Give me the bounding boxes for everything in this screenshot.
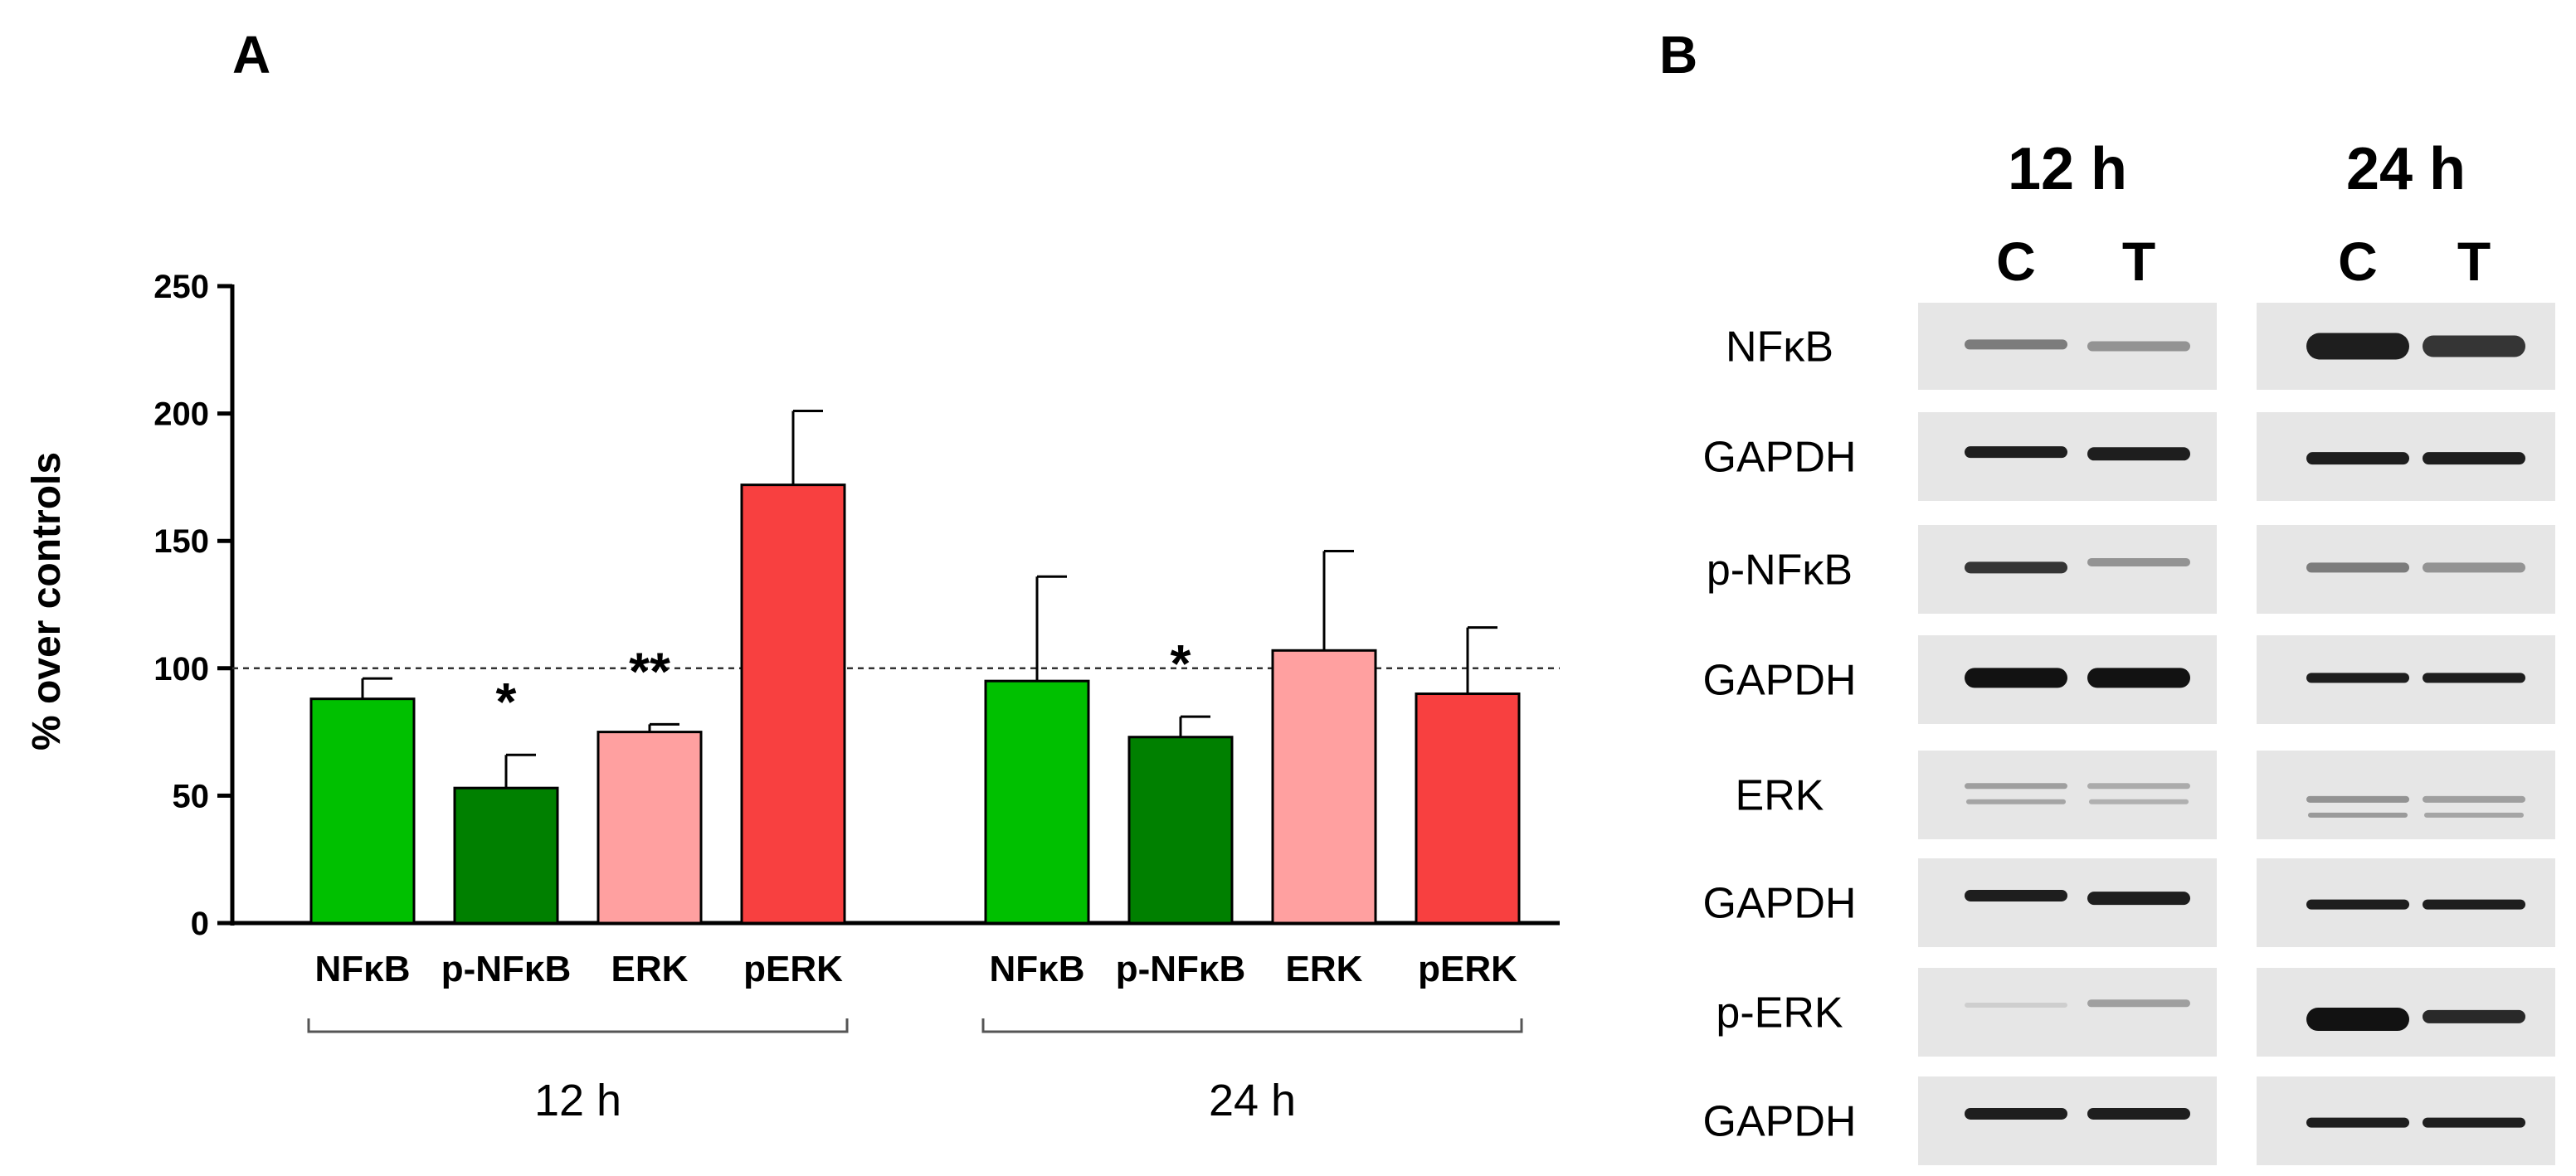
bar: [984, 679, 1090, 925]
blot-band: [2423, 452, 2525, 465]
blot-band: [2308, 812, 2408, 818]
blot-tile: [1918, 1076, 2217, 1165]
timepoint-header: 12 h: [2008, 136, 2127, 202]
bar: [309, 697, 416, 925]
blot-band: [2306, 673, 2409, 683]
blot-band: [2423, 795, 2525, 803]
category-label: pERK: [743, 949, 843, 989]
y-tick-label: 50: [173, 778, 210, 814]
bar: [1415, 692, 1521, 925]
y-tick-label: 150: [153, 523, 209, 560]
category-label: NFκB: [315, 949, 411, 989]
significance-marker: **: [629, 641, 670, 701]
blot-band: [2087, 557, 2190, 566]
significance-marker: *: [1171, 634, 1191, 693]
blot-band: [2087, 341, 2190, 352]
protein-label: p-NFκB: [1707, 547, 1853, 595]
blot-band: [2306, 452, 2409, 465]
blot-band: [2306, 1117, 2409, 1128]
blot-band: [1965, 889, 2067, 901]
group-label: 24 h: [1209, 1076, 1296, 1125]
blot-band: [2087, 668, 2190, 688]
y-tick-label: 250: [153, 269, 209, 305]
bar: [1271, 649, 1377, 925]
bar: [453, 786, 559, 925]
protein-label: GAPDH: [1703, 434, 1857, 482]
blot-band: [1965, 668, 2067, 688]
blot-band: [2087, 892, 2190, 906]
group-bracket: [981, 1018, 1523, 1033]
bar-series: *** *: [309, 410, 1521, 925]
blot-band: [2424, 812, 2524, 818]
timepoint-header: 24 h: [2346, 136, 2466, 202]
blot-band: [1965, 446, 2067, 459]
blot-band: [2306, 795, 2409, 803]
blot-band: [2423, 562, 2525, 573]
category-labels: NFκB p-NFκB ERK pERK NFκB p-NFκB ERK pERK: [315, 949, 1518, 989]
category-label: ERK: [611, 949, 689, 989]
protein-label: NFκB: [1726, 323, 1833, 372]
blot-band: [2423, 673, 2525, 683]
protein-label: GAPDH: [1703, 657, 1857, 705]
lane-label: C: [2338, 231, 2378, 292]
group-label: 12 h: [534, 1076, 621, 1125]
significance-marker: *: [496, 672, 517, 731]
lane-label: C: [1996, 231, 2036, 292]
blot-band: [2087, 1107, 2190, 1120]
blot-band: [2423, 1117, 2525, 1128]
blot-tile: [1918, 751, 2217, 839]
blot-band: [1965, 339, 2067, 350]
blot-band: [2423, 335, 2525, 357]
category-label: NFκB: [990, 949, 1085, 989]
blot-band: [2087, 447, 2190, 461]
category-label: p-NFκB: [1116, 949, 1246, 989]
blot-band: [1965, 783, 2067, 790]
protein-label: p-ERK: [1716, 989, 1843, 1038]
bar: [740, 484, 846, 925]
blot-band: [1965, 1002, 2067, 1008]
lane-label: T: [2122, 231, 2155, 292]
blot-band: [2423, 899, 2525, 910]
blot-band: [2087, 999, 2190, 1008]
blot-band: [1965, 561, 2067, 574]
blot-band: [1965, 1107, 2067, 1120]
y-tick-label: 100: [153, 651, 209, 688]
protein-label: GAPDH: [1703, 880, 1857, 928]
blot-band: [2423, 1009, 2525, 1023]
protein-label: GAPDH: [1703, 1098, 1857, 1146]
blot-band: [2306, 1008, 2409, 1032]
blot-band: [2089, 799, 2189, 804]
protein-label: ERK: [1736, 772, 1824, 820]
blot-band: [1966, 799, 2066, 804]
blot-band: [2306, 562, 2409, 573]
blot-tile: [1918, 525, 2217, 614]
lane-label: T: [2457, 231, 2491, 292]
blot-band: [2087, 783, 2190, 790]
panel-b-label: B: [1659, 25, 1697, 85]
y-axis-label: % over controls: [25, 452, 69, 751]
category-label: pERK: [1418, 949, 1517, 989]
panel-a-label: A: [232, 25, 270, 85]
bar: [597, 731, 703, 925]
blot-band: [2306, 333, 2409, 360]
blot-band: [2306, 899, 2409, 910]
y-tick-label: 200: [153, 396, 209, 433]
y-tick-label: 0: [191, 906, 209, 942]
group-brackets: 12 h 24 h: [307, 1018, 1523, 1125]
western-blot: 12 h C T 24 h C T NFκB GAPDH p-NFκB GAPDH ERK GAPDH…: [1703, 136, 2555, 1165]
category-label: p-NFκB: [441, 949, 572, 989]
group-bracket: [307, 1018, 849, 1033]
bar: [1127, 736, 1234, 925]
category-label: ERK: [1286, 949, 1363, 989]
blot-tile: [1918, 968, 2217, 1057]
blot-tile: [2257, 751, 2555, 839]
